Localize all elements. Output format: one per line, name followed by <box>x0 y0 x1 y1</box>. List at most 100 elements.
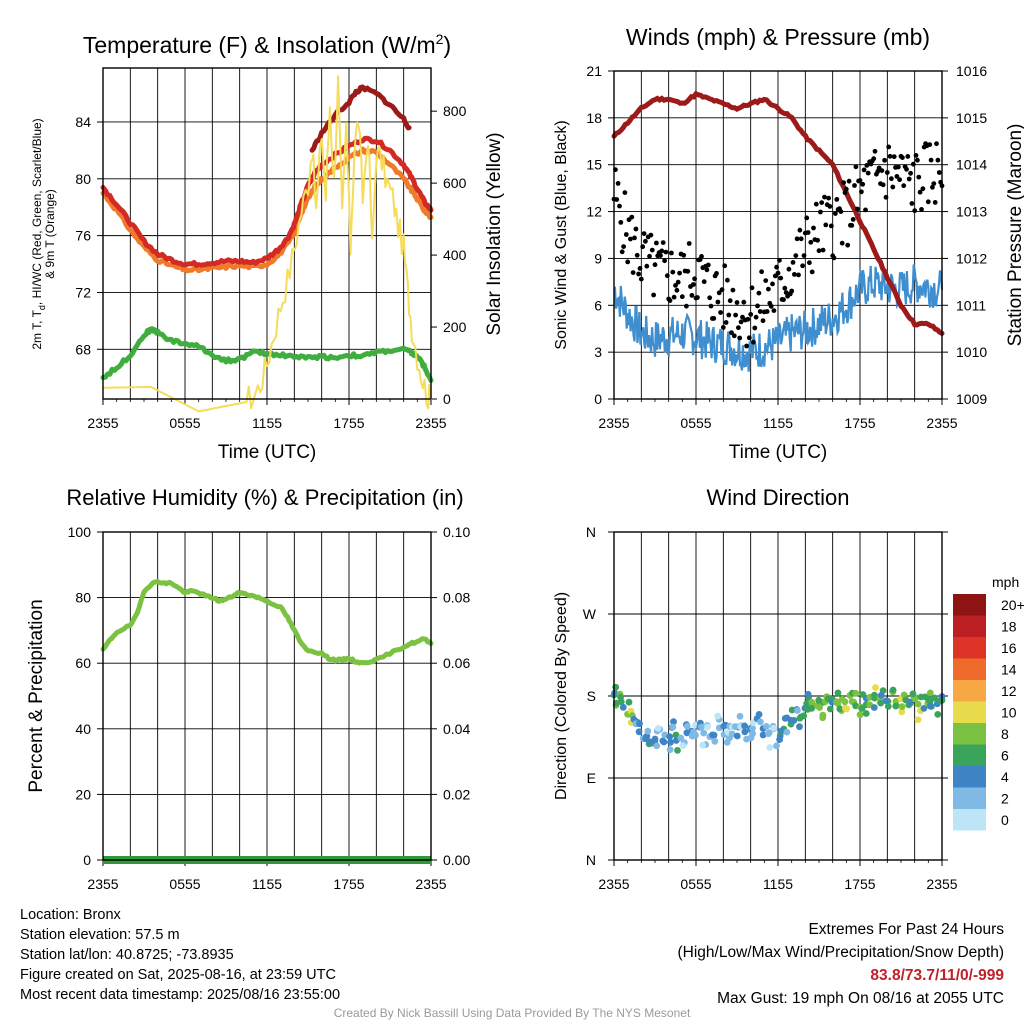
y-axis-label-left: Percent & Precipitation <box>26 599 47 792</box>
gust-point <box>684 303 689 309</box>
direction-point <box>826 705 834 713</box>
gust-point <box>760 318 766 324</box>
gust-point <box>861 167 867 173</box>
direction-point <box>770 724 778 732</box>
y-tick-label-direction: S <box>587 688 596 704</box>
gust-point <box>633 226 639 232</box>
gust-point <box>853 164 859 170</box>
series-2m-t <box>100 135 434 268</box>
gust-point <box>671 294 677 300</box>
gust-point <box>686 241 692 246</box>
gust-point <box>770 281 775 287</box>
credit-line: Created By Nick Bassill Using Data Provi… <box>333 1006 691 1020</box>
direction-point <box>852 702 859 710</box>
direction-point <box>862 710 870 717</box>
y-tick-label-left: 12 <box>586 204 602 220</box>
gust-point <box>860 181 866 187</box>
legend-swatch <box>953 766 986 788</box>
gust-point <box>900 155 905 161</box>
gust-point <box>725 277 730 283</box>
gust-point <box>614 197 620 202</box>
gust-point <box>890 184 896 190</box>
gust-point <box>880 182 886 188</box>
direction-point <box>690 728 697 736</box>
direction-point <box>796 723 803 731</box>
direction-point <box>877 699 885 707</box>
gust-point <box>647 253 652 259</box>
gust-point <box>652 262 658 268</box>
direction-point <box>654 725 662 732</box>
direction-point <box>909 690 917 698</box>
gust-point <box>768 303 774 309</box>
direction-point <box>644 727 652 735</box>
gust-point <box>775 270 781 276</box>
direction-point <box>926 702 934 710</box>
gust-point <box>689 293 695 298</box>
gust-point <box>722 263 728 269</box>
legend-swatch <box>953 680 986 702</box>
gust-point <box>913 153 919 158</box>
gust-point <box>708 303 714 309</box>
gust-point <box>634 252 640 258</box>
legend-label: 12 <box>1001 683 1017 699</box>
gust-point <box>651 292 656 298</box>
recent-timestamp: Most recent data timestamp: 2025/08/16 2… <box>20 987 341 1003</box>
gust-point <box>714 271 719 276</box>
gust-point <box>621 244 626 250</box>
gust-point <box>865 170 871 176</box>
gust-point <box>641 231 647 237</box>
direction-point <box>711 737 719 745</box>
station-elevation: Station elevation: 57.5 m <box>20 927 180 943</box>
gust-point <box>751 339 756 345</box>
gust-point <box>925 199 931 205</box>
y-tick-label-left: 40 <box>75 721 91 737</box>
plot-frame <box>102 67 432 400</box>
gust-point <box>894 174 900 179</box>
legend-label: 16 <box>1001 640 1017 656</box>
y-tick-label-left: 0 <box>594 391 602 407</box>
gust-point <box>816 248 822 254</box>
gust-point <box>759 269 764 275</box>
direction-point <box>714 712 722 720</box>
gust-point <box>882 157 887 163</box>
direction-point <box>653 742 661 750</box>
legend-swatch <box>953 658 986 680</box>
direction-point <box>804 690 812 698</box>
gust-point <box>748 312 754 317</box>
legend-swatch <box>953 809 986 831</box>
gust-point <box>864 163 870 168</box>
chart-title-temperature: Temperature (F) & Insolation (W/m2) <box>83 31 451 58</box>
direction-point <box>931 694 938 702</box>
gust-point <box>623 232 629 237</box>
legend-label: 0 <box>1001 812 1009 828</box>
direction-point <box>872 684 879 691</box>
x-tick-label: 2355 <box>415 415 446 431</box>
gust-point <box>794 236 800 242</box>
direction-point <box>836 705 844 713</box>
gust-point <box>637 266 643 271</box>
direction-point <box>723 738 731 746</box>
direction-point <box>808 704 816 712</box>
direction-point <box>765 729 773 736</box>
gust-point <box>669 250 674 256</box>
legend-label: 10 <box>1001 705 1017 721</box>
gust-point <box>905 154 911 159</box>
gust-point <box>908 170 913 176</box>
direction-point <box>884 703 892 710</box>
y-tick-label-right: 1013 <box>956 204 987 220</box>
direction-point <box>670 718 677 726</box>
gust-point <box>704 267 710 273</box>
direction-point <box>666 733 674 740</box>
svg-text:2m T, Td, HI/WC (Red, Green, S: 2m T, Td, HI/WC (Red, Green, Scarlet/Blu… <box>30 118 47 349</box>
gust-point <box>701 279 707 285</box>
plot-frame <box>102 531 432 861</box>
gust-point <box>618 220 624 225</box>
x-axis-label: Time (UTC) <box>218 442 317 463</box>
gust-point <box>793 253 799 258</box>
gust-point <box>796 272 801 278</box>
gust-point <box>854 206 860 212</box>
gust-point <box>738 319 744 325</box>
direction-point <box>697 723 705 731</box>
gust-point <box>737 335 743 341</box>
gust-point <box>660 240 666 246</box>
